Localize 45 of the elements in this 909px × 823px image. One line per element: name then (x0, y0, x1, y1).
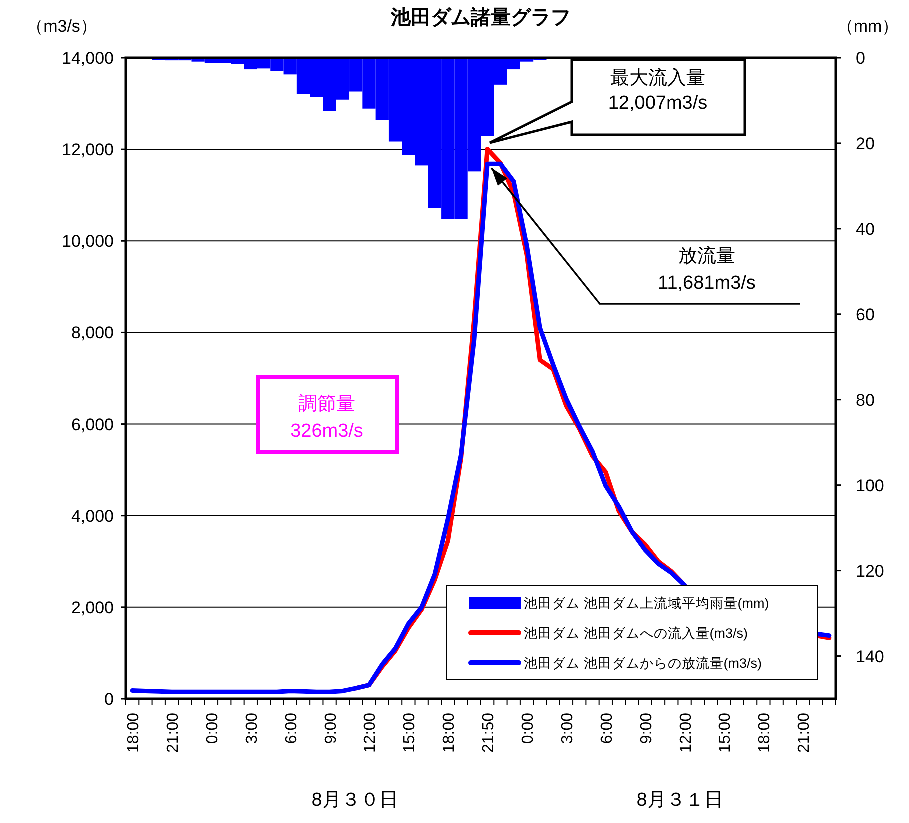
x-tick-label: 18:00 (441, 712, 458, 754)
annotation: 最大流入量 12,007m3/s (608, 67, 708, 114)
text: 8月３０日 (312, 790, 398, 811)
y-tick-label: 6,000 (71, 415, 114, 434)
x-tick-label: 9:00 (322, 712, 340, 744)
x-tick-label: 3:00 (559, 712, 576, 744)
y-axis-title: （m3/s） (26, 17, 98, 36)
x-tick-label: 3:00 (244, 712, 261, 744)
y-tick-label: 0 (104, 690, 114, 709)
x-tick-label: 6:00 (598, 712, 616, 744)
x-tick-label: 0:00 (204, 712, 222, 744)
y-tick-label: 10,000 (62, 232, 114, 252)
legend-label: 池田ダム 池田ダム上流域平均雨量(mm) (524, 596, 770, 611)
y2-tick-label: 140 (856, 647, 884, 666)
y-tick-label: 8,000 (71, 324, 114, 343)
x-tick-label: 15:00 (717, 712, 734, 754)
y-tick-label: 2,000 (71, 598, 114, 618)
y2-tick-label: 80 (856, 390, 875, 410)
y2-tick-label: 0 (856, 49, 866, 68)
legend-label: 池田ダム 池田ダムへの流入量(m3/s) (524, 626, 748, 641)
x-tick-label: 9:00 (638, 712, 656, 744)
y2-axis-title: （mm） (836, 17, 900, 36)
annotation: 放流量 11,681m3/s (658, 245, 756, 294)
legend-label: 池田ダム 池田ダムからの放流量(m3/s) (524, 656, 762, 671)
x-tick-label: 0:00 (520, 712, 538, 744)
x-tick-label: 18:00 (126, 712, 143, 754)
x-tick-label: 21:50 (480, 712, 498, 754)
x-tick-label: 12:00 (678, 712, 695, 754)
y2-tick-label: 20 (856, 134, 875, 154)
x-tick-label: 21:00 (796, 712, 814, 754)
x-tick-label: 21:00 (165, 712, 182, 754)
y-tick-label: 12,000 (62, 140, 114, 160)
chart-title: 池田ダム諸量グラフ (390, 6, 571, 29)
y2-tick-label: 60 (856, 305, 875, 324)
y2-tick-label: 120 (856, 562, 884, 581)
x-tick-label: 6:00 (283, 712, 300, 744)
y2-tick-label: 100 (856, 476, 884, 496)
x-tick-label: 18:00 (756, 712, 774, 754)
y2-tick-label: 40 (856, 220, 875, 239)
x-tick-label: 15:00 (402, 712, 419, 754)
y-tick-label: 4,000 (71, 506, 114, 526)
annotation: 調節量 326m3/s (290, 394, 364, 442)
x-tick-label: 12:00 (362, 712, 380, 754)
text: 8月３１日 (636, 790, 724, 811)
y-tick-label: 14,000 (62, 49, 114, 68)
